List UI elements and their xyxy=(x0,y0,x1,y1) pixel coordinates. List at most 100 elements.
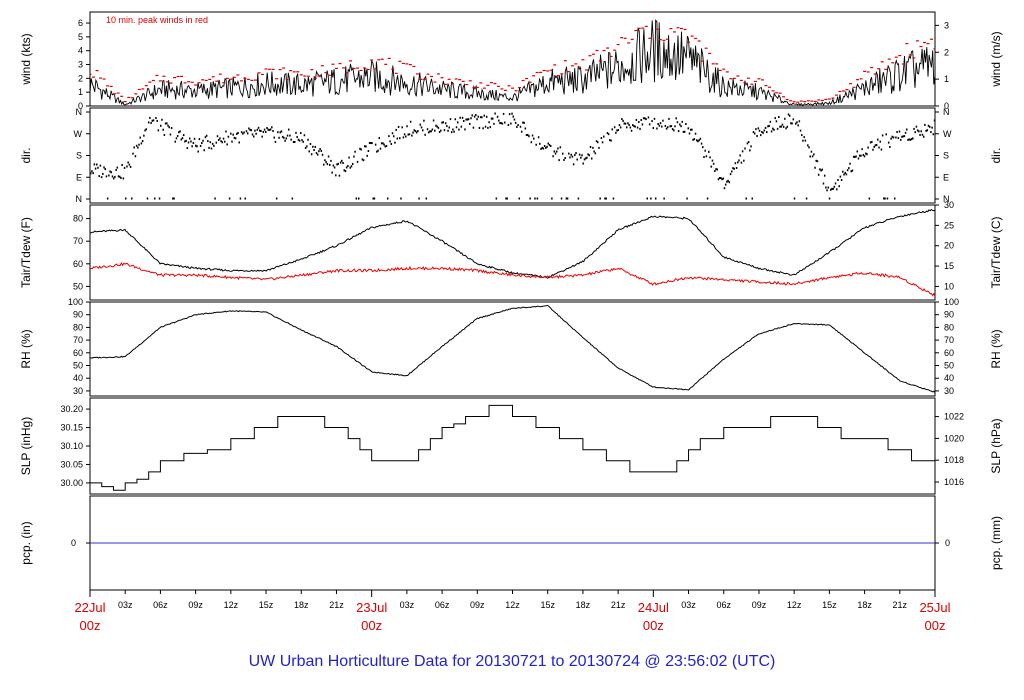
direction-point xyxy=(902,135,904,138)
direction-point xyxy=(234,137,237,140)
ylabel-left: Tair/Tdew (F) xyxy=(19,217,33,288)
direction-point xyxy=(454,118,457,121)
direction-point xyxy=(135,144,138,147)
direction-point xyxy=(141,140,144,143)
direction-point xyxy=(407,133,409,136)
direction-point xyxy=(619,126,622,129)
direction-point xyxy=(345,166,348,169)
ylabel-right: SLP (hPa) xyxy=(989,418,1003,473)
direction-point xyxy=(300,132,302,135)
direction-point xyxy=(254,129,256,132)
direction-point xyxy=(294,140,296,143)
direction-point xyxy=(648,123,651,126)
direction-point xyxy=(461,116,464,119)
direction-point xyxy=(353,155,355,158)
direction-point xyxy=(470,117,472,120)
direction-point xyxy=(522,121,524,124)
direction-point xyxy=(193,137,196,140)
direction-point xyxy=(225,130,227,133)
direction-point xyxy=(166,122,168,125)
direction-point xyxy=(708,150,710,153)
direction-point xyxy=(616,129,618,132)
ytick-label-left: 30 xyxy=(73,386,83,396)
xtick-label: 12z xyxy=(787,600,802,610)
direction-point xyxy=(899,138,902,141)
direction-point xyxy=(827,186,830,189)
direction-point xyxy=(569,156,571,159)
direction-point xyxy=(837,178,839,181)
direction-point xyxy=(925,129,927,132)
xtick-label: 21z xyxy=(611,600,626,610)
direction-point xyxy=(230,132,232,135)
direction-point xyxy=(635,119,638,122)
direction-point xyxy=(863,155,866,158)
direction-point xyxy=(181,137,184,140)
direction-point xyxy=(700,142,703,145)
direction-point xyxy=(380,142,383,145)
direction-point xyxy=(517,124,519,127)
direction-point xyxy=(794,122,797,125)
direction-point xyxy=(739,154,741,157)
direction-point xyxy=(456,121,459,124)
panel-frame xyxy=(89,301,936,397)
direction-point xyxy=(432,119,435,122)
direction-point xyxy=(756,134,758,137)
direction-point xyxy=(584,157,587,160)
direction-point xyxy=(272,129,274,132)
direction-point xyxy=(657,122,659,125)
direction-point xyxy=(654,197,657,200)
direction-point xyxy=(763,129,766,132)
ytick-label-right: 50 xyxy=(944,361,954,371)
ytick-label-left: 30.05 xyxy=(60,459,83,469)
direction-point xyxy=(845,173,848,176)
direction-point xyxy=(576,158,578,161)
ytick-label-left: 90 xyxy=(73,310,83,320)
direction-point xyxy=(191,145,193,148)
direction-point xyxy=(575,152,577,155)
direction-point xyxy=(641,123,644,126)
direction-point xyxy=(472,126,475,129)
direction-point xyxy=(744,147,746,150)
direction-point xyxy=(173,197,175,200)
direction-point xyxy=(167,124,169,127)
direction-point xyxy=(395,128,397,131)
direction-point xyxy=(658,124,661,127)
direction-point xyxy=(721,178,723,181)
direction-point xyxy=(175,137,178,140)
direction-point xyxy=(226,143,228,146)
direction-point xyxy=(693,138,696,141)
direction-point xyxy=(312,145,314,148)
direction-point xyxy=(434,129,436,132)
direction-point xyxy=(846,169,849,172)
direction-point xyxy=(677,130,680,133)
direction-point xyxy=(271,126,273,129)
direction-point xyxy=(403,133,406,136)
direction-point xyxy=(236,132,238,135)
direction-point xyxy=(869,141,872,144)
xtick-label: 03z xyxy=(400,600,415,610)
direction-point xyxy=(706,197,709,200)
direction-point xyxy=(197,150,199,153)
direction-point xyxy=(347,165,349,168)
direction-point xyxy=(306,145,308,148)
direction-point xyxy=(378,137,381,140)
direction-point xyxy=(565,197,568,200)
series-group xyxy=(90,208,935,297)
direction-point xyxy=(128,163,131,166)
xtick-label: 12z xyxy=(505,600,520,610)
direction-point xyxy=(157,129,160,132)
direction-point xyxy=(920,130,923,133)
direction-point xyxy=(933,119,935,122)
direction-point xyxy=(638,121,640,124)
direction-point xyxy=(296,136,298,139)
direction-point xyxy=(126,165,128,168)
direction-point xyxy=(578,153,581,156)
direction-point xyxy=(415,131,418,134)
direction-point xyxy=(392,135,395,138)
direction-point xyxy=(568,152,570,155)
ytick-label-left: N xyxy=(76,107,83,117)
direction-point xyxy=(508,113,511,116)
direction-point xyxy=(572,163,575,166)
direction-point xyxy=(598,146,600,149)
direction-point xyxy=(164,122,167,125)
